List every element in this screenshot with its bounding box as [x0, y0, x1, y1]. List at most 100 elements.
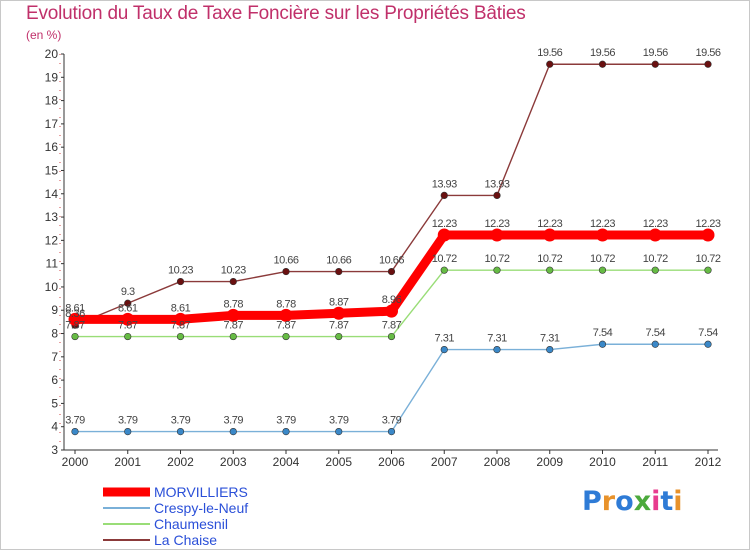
- data-point-la-chaise: [229, 277, 237, 286]
- data-label-chaumesnil: 10.72: [643, 253, 668, 265]
- data-label-chaumesnil: 10.72: [484, 253, 509, 265]
- data-label-chaumesnil: 7.87: [382, 320, 402, 332]
- logo-letter: x: [633, 486, 652, 517]
- series-la-chaise: [71, 60, 712, 329]
- data-label-morvilliers: 12.23: [695, 218, 720, 230]
- data-point-crespy-le-neuf: [124, 427, 132, 436]
- series-chaumesnil: [71, 266, 712, 341]
- data-point-morvilliers: [701, 228, 715, 242]
- x-tick-label: 2009: [536, 455, 563, 469]
- data-label-crespy-le-neuf: 3.79: [276, 415, 296, 427]
- data-label-la-chaise: 19.56: [590, 47, 615, 59]
- x-tick-label: 2001: [114, 455, 141, 469]
- data-point-morvilliers: [279, 308, 293, 322]
- data-point-crespy-le-neuf: [704, 340, 712, 348]
- data-label-crespy-le-neuf: 3.79: [118, 415, 138, 427]
- data-label-morvilliers: 12.23: [484, 218, 509, 230]
- y-tick-label: 7: [51, 350, 58, 364]
- x-tick-label: 2004: [273, 455, 300, 469]
- data-point-crespy-le-neuf: [71, 427, 79, 436]
- y-tick-label: 9: [51, 303, 58, 317]
- y-tick-label: 11: [46, 257, 59, 271]
- data-labels: 8.36 9.3 10.23 10.23 10.66 10.66 10.66 13.93 13.…: [65, 47, 721, 426]
- data-label-morvilliers: 8.61: [118, 302, 138, 314]
- legend-label-chaumesnil: Chaumesnil: [154, 516, 228, 532]
- data-point-chaumesnil: [229, 332, 237, 341]
- y-tick-label: 16: [45, 140, 59, 154]
- data-label-la-chaise: 9.3: [121, 286, 135, 298]
- data-point-morvilliers: [68, 312, 82, 326]
- data-label-crespy-le-neuf: 3.79: [171, 415, 191, 427]
- x-tick-label: 2005: [325, 455, 352, 469]
- data-label-la-chaise: 10.66: [326, 255, 351, 267]
- data-label-chaumesnil: 7.87: [329, 320, 349, 332]
- data-label-crespy-le-neuf: 3.79: [65, 415, 85, 427]
- data-point-chaumesnil: [493, 266, 501, 274]
- logo-letter: r: [601, 486, 616, 517]
- y-tick-label: 18: [45, 94, 59, 108]
- data-label-la-chaise: 19.56: [537, 47, 562, 59]
- data-label-morvilliers: 8.61: [171, 302, 191, 314]
- data-point-crespy-le-neuf: [440, 346, 448, 354]
- data-point-crespy-le-neuf: [546, 346, 554, 354]
- data-point-morvilliers: [121, 312, 135, 326]
- data-label-chaumesnil: 10.72: [537, 253, 562, 265]
- data-point-la-chaise: [176, 277, 185, 286]
- data-point-crespy-le-neuf: [651, 340, 659, 348]
- data-point-chaumesnil: [71, 332, 79, 341]
- data-label-chaumesnil: 7.87: [65, 320, 85, 332]
- logo-letter: i: [651, 486, 661, 517]
- data-point-la-chaise: [387, 267, 396, 276]
- y-tick-label: 6: [51, 373, 58, 387]
- logo-letter: t: [660, 486, 674, 517]
- y-tick-label: 10: [45, 280, 59, 294]
- series-line-la-chaise: [74, 63, 709, 326]
- data-point-chaumesnil: [387, 332, 396, 341]
- y-tick-label: 4: [51, 420, 58, 434]
- proxiti-logo: Proxiti: [582, 486, 683, 517]
- data-label-crespy-le-neuf: 7.31: [540, 333, 560, 345]
- data-point-crespy-le-neuf: [387, 427, 396, 436]
- x-tick-label: 2007: [431, 455, 458, 469]
- data-label-chaumesnil: 7.87: [276, 320, 296, 332]
- y-axis-unit: (en %): [26, 28, 62, 42]
- x-tick-label: 2008: [484, 455, 511, 469]
- data-label-crespy-le-neuf: 7.31: [435, 333, 455, 345]
- y-tick-label: 19: [45, 70, 59, 84]
- data-label-crespy-le-neuf: 7.31: [487, 333, 507, 345]
- data-point-chaumesnil: [176, 332, 185, 341]
- chart-title: Evolution du Taux de Taxe Foncière sur l…: [26, 3, 526, 24]
- data-label-la-chaise: 19.56: [695, 47, 720, 59]
- data-label-chaumesnil: 7.87: [224, 320, 244, 332]
- data-label-morvilliers: 8.61: [65, 302, 85, 314]
- series-layer: [68, 60, 715, 436]
- data-point-morvilliers: [490, 228, 504, 242]
- data-point-morvilliers: [385, 304, 398, 318]
- x-tick-label: 2003: [220, 455, 247, 469]
- data-point-crespy-le-neuf: [493, 346, 501, 354]
- x-tick-label: 2010: [589, 455, 616, 469]
- data-point-morvilliers: [543, 228, 557, 242]
- data-label-la-chaise: 13.93: [432, 178, 457, 190]
- data-point-la-chaise: [598, 60, 607, 68]
- data-label-crespy-le-neuf: 7.54: [646, 327, 666, 339]
- data-point-la-chaise: [282, 267, 290, 276]
- y-tick-label: 17: [45, 117, 59, 131]
- legend-label-crespy-le-neuf: Crespy-le-Neuf: [154, 500, 248, 516]
- data-point-la-chaise: [493, 191, 501, 199]
- data-point-crespy-le-neuf: [282, 427, 290, 436]
- data-point-morvilliers: [332, 306, 346, 320]
- data-point-crespy-le-neuf: [335, 427, 343, 436]
- x-tick-label: 2000: [62, 455, 89, 469]
- y-tick-label: 20: [45, 47, 59, 61]
- data-point-chaumesnil: [282, 332, 290, 341]
- logo-letter: o: [615, 486, 634, 517]
- data-point-crespy-le-neuf: [598, 340, 607, 348]
- data-point-chaumesnil: [124, 332, 132, 341]
- data-point-chaumesnil: [546, 266, 554, 274]
- series-morvilliers: [68, 228, 715, 326]
- series-crespy-le-neuf: [71, 340, 712, 436]
